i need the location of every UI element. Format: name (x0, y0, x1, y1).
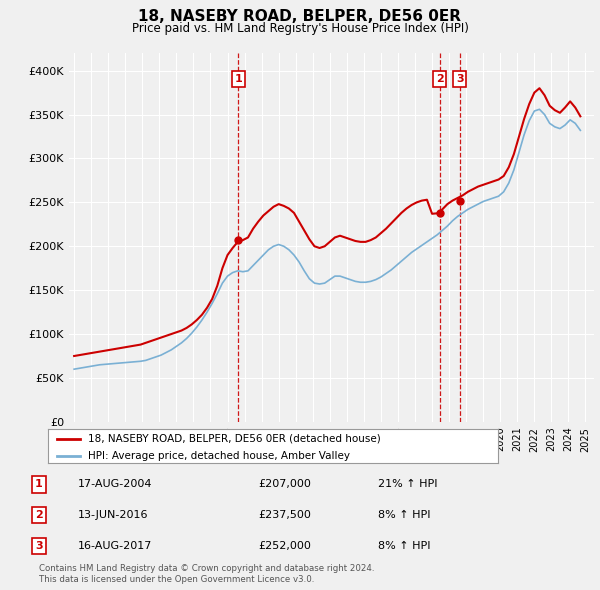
Text: 18, NASEBY ROAD, BELPER, DE56 0ER (detached house): 18, NASEBY ROAD, BELPER, DE56 0ER (detac… (89, 434, 381, 444)
Text: 1: 1 (235, 74, 242, 84)
Text: 16-AUG-2017: 16-AUG-2017 (78, 541, 152, 550)
Text: This data is licensed under the Open Government Licence v3.0.: This data is licensed under the Open Gov… (39, 575, 314, 584)
Text: 21% ↑ HPI: 21% ↑ HPI (378, 480, 437, 489)
Text: £252,000: £252,000 (258, 541, 311, 550)
Text: Price paid vs. HM Land Registry's House Price Index (HPI): Price paid vs. HM Land Registry's House … (131, 22, 469, 35)
Text: 1: 1 (35, 480, 43, 489)
Text: 13-JUN-2016: 13-JUN-2016 (78, 510, 149, 520)
Text: 8% ↑ HPI: 8% ↑ HPI (378, 510, 431, 520)
Text: 3: 3 (35, 541, 43, 550)
Text: 18, NASEBY ROAD, BELPER, DE56 0ER: 18, NASEBY ROAD, BELPER, DE56 0ER (139, 9, 461, 24)
Text: HPI: Average price, detached house, Amber Valley: HPI: Average price, detached house, Ambe… (89, 451, 350, 461)
Text: Contains HM Land Registry data © Crown copyright and database right 2024.: Contains HM Land Registry data © Crown c… (39, 565, 374, 573)
Text: 17-AUG-2004: 17-AUG-2004 (78, 480, 152, 489)
Text: 2: 2 (35, 510, 43, 520)
Text: £237,500: £237,500 (258, 510, 311, 520)
Text: £207,000: £207,000 (258, 480, 311, 489)
Text: 3: 3 (456, 74, 464, 84)
Text: 8% ↑ HPI: 8% ↑ HPI (378, 541, 431, 550)
Text: 2: 2 (436, 74, 443, 84)
